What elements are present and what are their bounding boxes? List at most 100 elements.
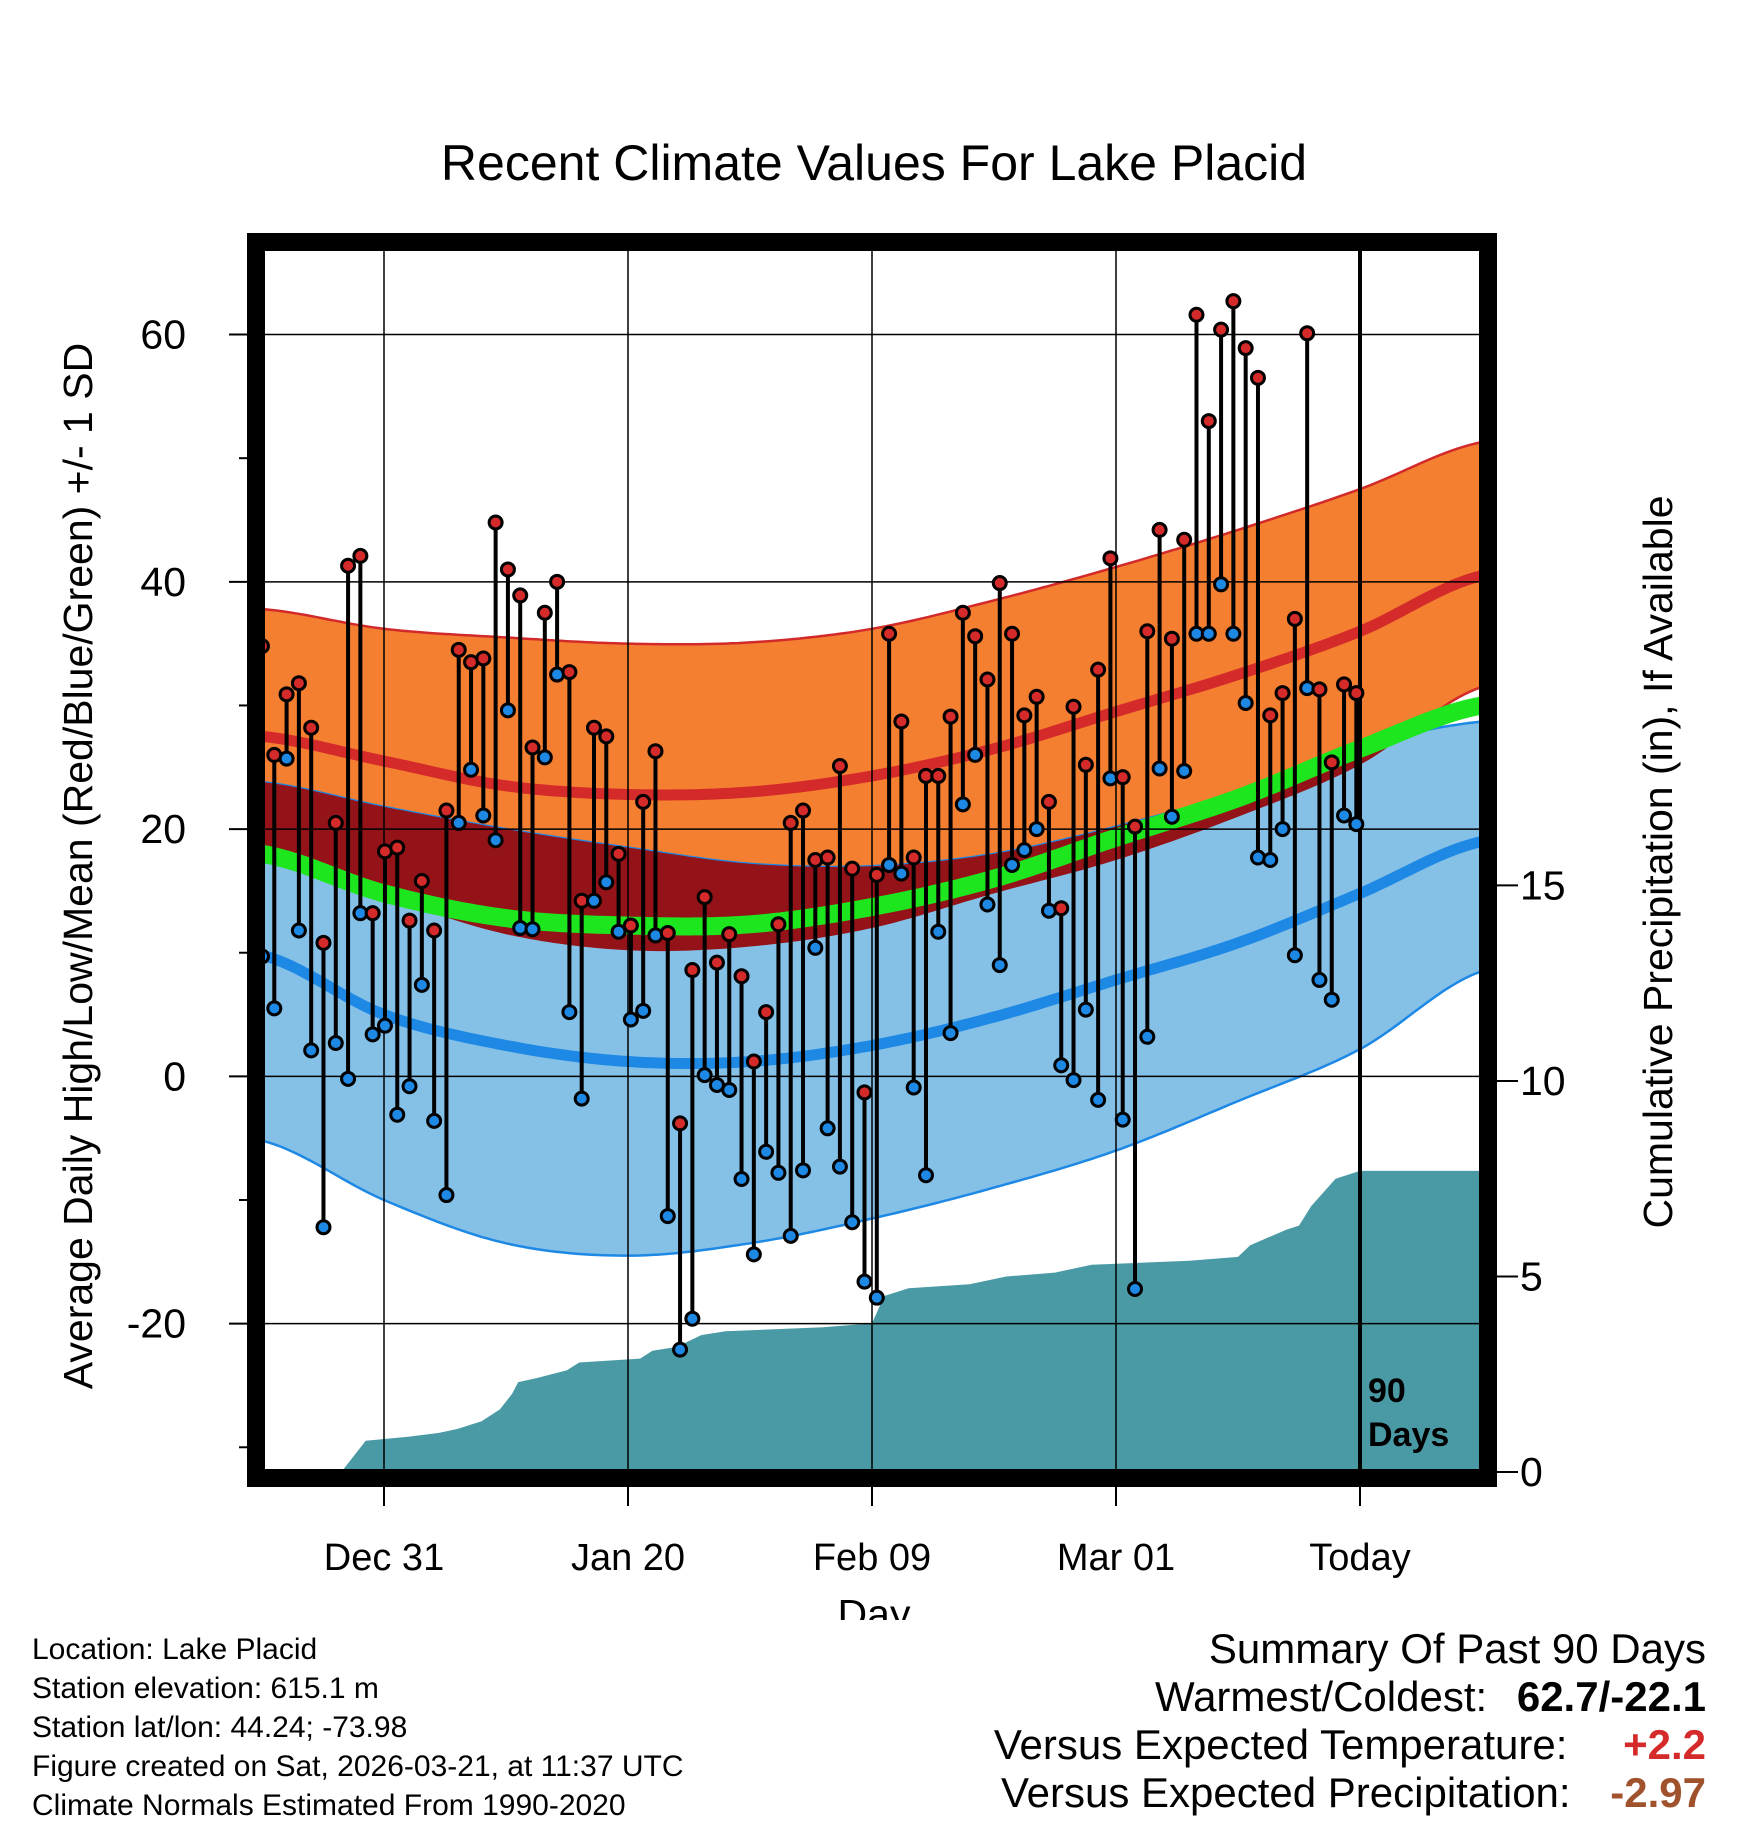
daily-high-point (278, 686, 295, 703)
climate-chart: Recent Climate Values For Lake Placid 90… (55, 135, 1681, 1620)
daily-low-point (1249, 849, 1266, 866)
daily-low-point (991, 957, 1008, 974)
daily-high-point (610, 845, 627, 862)
summary-temp-row: Versus Expected Temperature: +2.2 (994, 1721, 1706, 1769)
daily-high-point (549, 573, 566, 590)
daily-low-point (942, 1025, 959, 1042)
summary-warmest-row: Warmest/Coldest: 62.7/-22.1 (994, 1673, 1706, 1721)
daily-high-point (967, 628, 984, 645)
daily-high-point (1139, 623, 1156, 640)
temp-value: +2.2 (1623, 1721, 1706, 1768)
daily-low-point (450, 814, 467, 831)
y-tick-label: 60 (140, 312, 186, 358)
overlap-band (262, 735, 1403, 952)
y-tick-label: 0 (163, 1053, 186, 1099)
daily-high-point (844, 860, 861, 877)
plot-area: 90 Days 60 40 20 0 -20 15 10 5 0 Dec 31 Jan 20 Feb 09… (127, 233, 1566, 1579)
daily-high-point (672, 1115, 689, 1132)
chart-title: Recent Climate Values For Lake Placid (441, 135, 1307, 191)
daily-high-point (893, 713, 910, 730)
daily-low-point (635, 1002, 652, 1019)
y-axis-label: Average Daily High/Low/Mean (Red/Blue/Gr… (55, 343, 101, 1389)
plot-frame (247, 233, 1497, 1487)
daily-low-point (1213, 576, 1230, 593)
daily-low-point (770, 1164, 787, 1181)
daily-low-point (905, 1079, 922, 1096)
daily-low-point (1016, 842, 1033, 859)
x-tick-label: Jan 20 (571, 1537, 685, 1579)
y-tick-label: 20 (140, 806, 186, 852)
daily-low-point (438, 1187, 455, 1204)
daily-low-point (463, 761, 480, 778)
daily-high-point (795, 802, 812, 819)
x-tick-label: Mar 01 (1057, 1537, 1175, 1579)
daily-high-point (745, 1053, 762, 1070)
daily-high-point (561, 664, 578, 681)
daily-high-point (598, 728, 615, 745)
y2-tick-label: 5 (1520, 1253, 1543, 1299)
y2-tick-label: 10 (1520, 1058, 1566, 1104)
daily-high-point (696, 889, 713, 906)
daily-high-point (708, 954, 725, 971)
daily-high-point (401, 912, 418, 929)
daily-high-point (499, 561, 516, 578)
daily-high-point (1176, 531, 1193, 548)
daily-high-point (659, 924, 676, 941)
daily-high-point (512, 587, 529, 604)
today-days-number: 90 (1368, 1372, 1406, 1410)
x-axis-label: Day (838, 1591, 911, 1620)
daily-low-point (647, 927, 664, 944)
daily-high-point (352, 547, 369, 564)
daily-high-point (1077, 756, 1094, 773)
daily-high-point (413, 873, 430, 890)
summary-precip-row: Versus Expected Precipitation: -2.97 (994, 1769, 1706, 1817)
daily-low-point (303, 1042, 320, 1059)
daily-high-point (1299, 325, 1316, 342)
daily-low-point (376, 1017, 393, 1034)
daily-high-point (954, 604, 971, 621)
daily-low-point (364, 1026, 381, 1043)
daily-low-point (536, 749, 553, 766)
temp-label: Versus Expected Temperature: (993, 1721, 1568, 1768)
daily-high-point (1249, 369, 1266, 386)
daily-low-point (745, 1246, 762, 1263)
daily-low-point (315, 1219, 332, 1236)
location-text: Location: Lake Placid (32, 1633, 318, 1666)
daily-high-point (831, 758, 848, 775)
daily-low-point (499, 702, 516, 719)
daily-high-point (819, 849, 836, 866)
daily-low-point (487, 832, 504, 849)
x-tick-label: Dec 31 (324, 1537, 444, 1579)
daily-low-point (585, 892, 602, 909)
daily-high-point (1053, 900, 1070, 917)
daily-low-point (844, 1214, 861, 1231)
daily-low-point (1163, 808, 1180, 825)
daily-high-point (979, 671, 996, 688)
precip-label: Versus Expected Precipitation: (1000, 1769, 1571, 1816)
daily-low-point (733, 1170, 750, 1187)
daily-high-point (1065, 698, 1082, 715)
daily-low-point (659, 1208, 676, 1225)
daily-low-point (1139, 1028, 1156, 1045)
y-tick-label: -20 (127, 1301, 186, 1347)
daily-high-point (1323, 754, 1340, 771)
daily-low-point (1336, 807, 1353, 824)
daily-high-point (1200, 413, 1217, 430)
daily-high-point (868, 866, 885, 883)
precipitation-area (262, 1170, 1482, 1472)
daily-low-point (1311, 971, 1328, 988)
daily-low-point (672, 1341, 689, 1358)
daily-low-point (1114, 1111, 1131, 1128)
created-text: Figure created on Sat, 2026-03-21, at 11… (32, 1750, 684, 1783)
daily-high-point (1262, 707, 1279, 724)
daily-high-point (991, 575, 1008, 592)
daily-low-point (721, 1081, 738, 1098)
daily-high-point (438, 802, 455, 819)
daily-low-point (1200, 625, 1217, 642)
daily-low-point (426, 1112, 443, 1129)
daily-low-point (1274, 821, 1291, 838)
daily-high-point (1114, 769, 1131, 786)
daily-high-point (1040, 793, 1057, 810)
daily-low-point (278, 750, 295, 767)
daily-high-point (758, 1004, 775, 1021)
